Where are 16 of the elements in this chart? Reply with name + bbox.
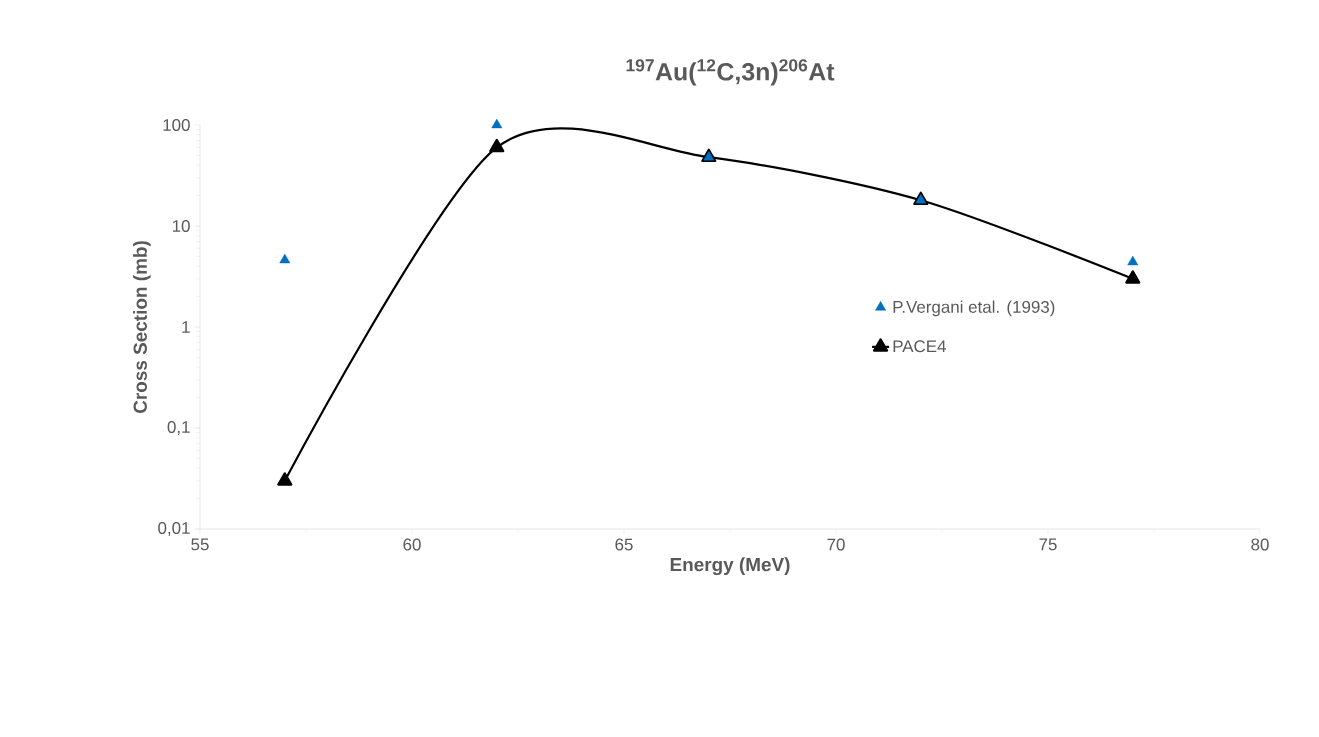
- legend-label: P.Vergani etal. (1993): [893, 300, 1055, 317]
- y-tick-label: 1: [182, 321, 190, 333]
- x-axis-title: Energy (MeV): [670, 557, 790, 576]
- legend-label: PACE4: [893, 340, 946, 353]
- chart-title: $^{197}$Au($^{12}$C,3n)$^{206}$At: [626, 59, 835, 86]
- x-tick-label: 60: [403, 538, 421, 551]
- y-tick-label: 0,1: [167, 421, 190, 435]
- y-tick-label: 100: [163, 119, 190, 131]
- y-tick-label: 10: [172, 220, 190, 232]
- x-tick-label: 65: [615, 538, 633, 551]
- x-tick-label: 80: [1251, 538, 1269, 551]
- x-tick-label: 70: [827, 538, 845, 551]
- y-tick-label: 0,01: [158, 522, 190, 536]
- x-tick-label: 75: [1039, 538, 1057, 551]
- x-tick-label: 55: [191, 538, 209, 551]
- y-axis-title: Cross Section (mb): [133, 241, 151, 413]
